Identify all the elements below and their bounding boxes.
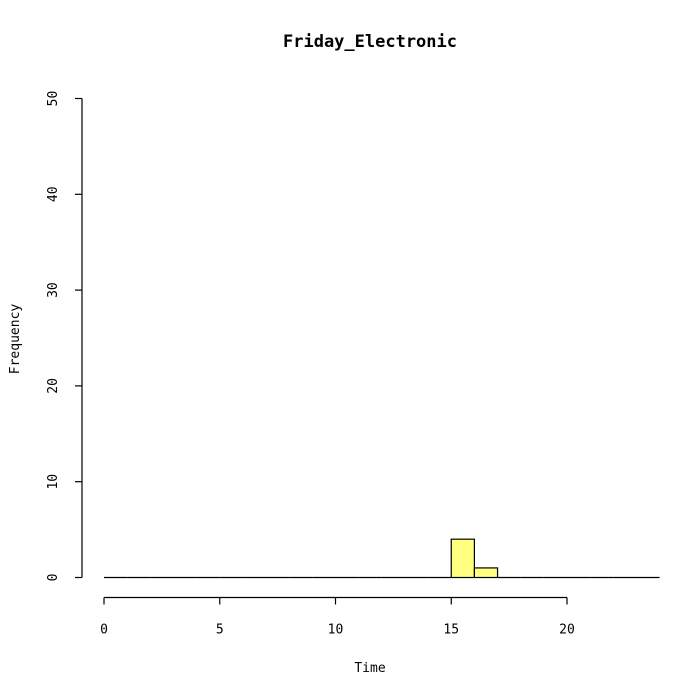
x-tick-label: 20	[559, 623, 575, 638]
y-tick-label: 20	[46, 378, 61, 394]
histogram-bar	[450, 538, 475, 579]
histogram-bar	[473, 567, 499, 579]
x-tick-label: 10	[328, 623, 344, 638]
x-tick-label: 15	[443, 623, 459, 638]
y-tick-label: 30	[46, 282, 61, 298]
x-axis-label: Time	[354, 661, 385, 676]
y-tick-label: 0	[46, 574, 61, 582]
x-tick-label: 5	[216, 623, 224, 638]
x-tick-label: 0	[100, 623, 108, 638]
y-axis: 0 10 20 30 40 50	[46, 91, 83, 582]
y-tick-label: 50	[46, 91, 61, 107]
y-axis-label: Frequency	[8, 304, 23, 375]
y-tick-label: 40	[46, 186, 61, 202]
x-axis: 0 5 10 15 20	[100, 596, 575, 638]
histogram-bars	[104, 538, 660, 579]
chart-title: Friday_Electronic	[283, 32, 457, 52]
y-tick-label: 10	[46, 474, 61, 490]
